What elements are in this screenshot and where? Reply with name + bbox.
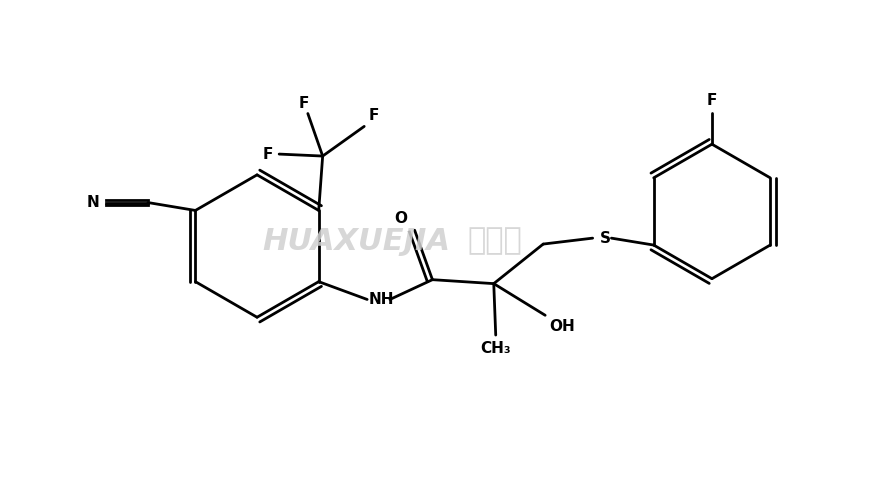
Text: CH₃: CH₃	[480, 341, 511, 356]
Text: OH: OH	[549, 319, 575, 334]
Text: S: S	[599, 230, 611, 245]
Text: F: F	[298, 96, 309, 111]
Text: F: F	[368, 108, 378, 123]
Text: F: F	[263, 147, 273, 162]
Text: NH: NH	[368, 292, 393, 307]
Text: F: F	[707, 93, 717, 108]
Text: O: O	[395, 211, 407, 226]
Text: 化学加: 化学加	[467, 226, 522, 256]
Text: N: N	[87, 195, 99, 210]
Text: HUAXUEJIA: HUAXUEJIA	[262, 226, 450, 256]
